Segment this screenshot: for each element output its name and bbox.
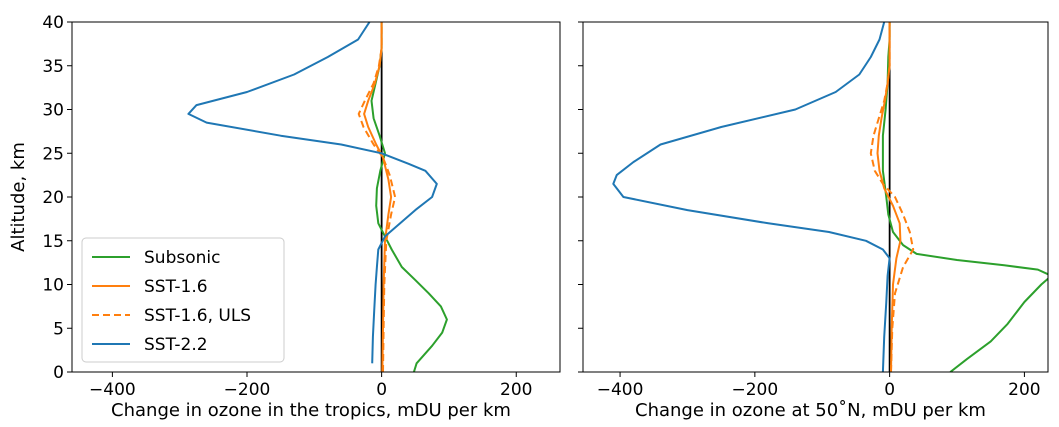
legend-label: SST-2.2 xyxy=(144,335,208,355)
x-tick-label: 200 xyxy=(1008,380,1040,400)
y-tick-label: 40 xyxy=(42,13,64,33)
y-tick-label: 5 xyxy=(53,319,64,339)
plot-frame xyxy=(582,21,1049,373)
legend-label: Subsonic xyxy=(144,248,220,268)
y-tick-label: 35 xyxy=(42,57,64,77)
series-line-sst-1-6 xyxy=(363,22,393,372)
x-tick-label: 200 xyxy=(500,380,532,400)
x-tick-label: 0 xyxy=(884,380,895,400)
y-tick-label: 25 xyxy=(42,144,64,164)
series-line-subsonic xyxy=(370,22,448,372)
y-tick-label: 15 xyxy=(42,232,64,252)
x-tick-label: −400 xyxy=(597,380,644,400)
series-line-subsonic xyxy=(881,22,1048,372)
y-tick-label: 30 xyxy=(42,101,64,121)
series-line-sst-1-6-uls xyxy=(357,22,397,372)
legend-box xyxy=(81,237,285,363)
x-tick-label: −400 xyxy=(89,380,136,400)
y-tick-label: 0 xyxy=(53,363,64,383)
legend-label: SST-1.6, ULS xyxy=(144,306,251,326)
series-line-sst-2-2 xyxy=(187,22,438,364)
y-tick-label: 20 xyxy=(42,188,64,208)
y-axis-label: Altitude, km xyxy=(8,142,29,252)
x-tick-label: −200 xyxy=(731,380,778,400)
series-line-sst-1-6 xyxy=(876,22,902,372)
series-line-sst-1-6-uls xyxy=(869,22,915,372)
x-tick-label: 0 xyxy=(376,380,387,400)
y-tick-label: 10 xyxy=(42,276,64,296)
x-axis-label: Change in ozone at 50˚N, mDU per km xyxy=(635,400,986,421)
x-tick-label: −200 xyxy=(224,380,271,400)
legend: Subsonic SST-1.6 SST-1.6, ULS SST-2.2 xyxy=(81,237,285,363)
panel-1: −400 −200 0 200 0 5 10 15 20 25 30 35 40 Change in oz… xyxy=(8,13,561,421)
x-axis-label: Change in ozone in the tropics, mDU per … xyxy=(111,400,511,421)
panel-2: −400 −200 0 200 Change in ozone at 50˚N, mDU… xyxy=(578,21,1049,421)
series-line-sst-2-2 xyxy=(612,22,891,372)
legend-label: SST-1.6 xyxy=(144,277,208,297)
